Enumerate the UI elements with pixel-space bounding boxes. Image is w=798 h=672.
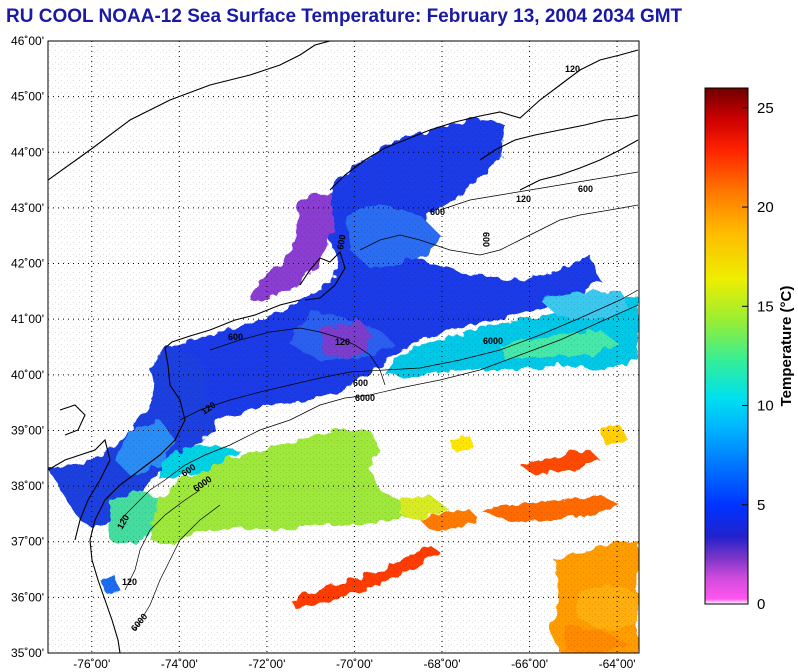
latitude-label: 38˚00' [11, 479, 44, 493]
contour-label: 120 [122, 577, 137, 587]
colorbar-tick-label: 20 [757, 199, 774, 216]
latitude-label: 42˚00' [11, 257, 44, 271]
longitude-labels: -76˚00' -74˚00' -72˚00' -70˚00' -68˚00' -66˚0… [73, 657, 635, 671]
sst-field: 120 600 120 600 600 120 600 600 6000 120… [48, 41, 639, 653]
contour-label: 120 [565, 64, 580, 74]
contour-label: 6000 [355, 393, 375, 403]
latitude-label: 43˚00' [11, 201, 44, 215]
coastline [48, 41, 639, 653]
latitude-label: 41˚00' [11, 312, 44, 326]
colorbar-tick-label: 25 [757, 100, 774, 117]
latitude-label: 36˚00' [11, 590, 44, 604]
latitude-label: 35˚00' [11, 646, 44, 660]
longitude-label: -74˚00' [161, 657, 198, 671]
contour-label: 600 [578, 184, 593, 194]
latitude-label: 40˚00' [11, 368, 44, 382]
graticule [48, 41, 639, 653]
longitude-label: -72˚00' [248, 657, 285, 671]
contour-label: 6000 [483, 336, 503, 346]
colorbar-tick-label: 5 [757, 497, 765, 514]
latitude-label: 44˚00' [11, 145, 44, 159]
colorbar-ramp [704, 87, 749, 605]
longitude-label: -68˚00' [424, 657, 461, 671]
contour-label: 600 [353, 378, 368, 388]
colorbar-tick-label: 15 [757, 298, 774, 315]
contour-label: 600 [228, 332, 243, 342]
latitude-labels: 46˚00' 45˚00' 44˚00' 43˚00' 42˚00' 41˚00' 40˚0… [11, 34, 44, 660]
latitude-label: 37˚00' [11, 535, 44, 549]
contour-label: 600 [481, 232, 491, 247]
map-frame [47, 40, 640, 654]
colorbar-ticks: 0 5 10 15 20 25 [742, 100, 774, 613]
colorbar: 0 5 10 15 20 25 Temperature (°C) [704, 87, 795, 613]
latitude-label: 39˚00' [11, 423, 44, 437]
colorbar-tick-label: 10 [757, 398, 774, 415]
colorbar-tick-label: 0 [757, 596, 765, 613]
bathymetry-contours [119, 171, 639, 631]
longitude-label: -76˚00' [73, 657, 110, 671]
contour-label: 120 [516, 194, 531, 204]
map-title: RU COOL NOAA-12 Sea Surface Temperature:… [6, 6, 683, 27]
longitude-label: -70˚00' [336, 657, 373, 671]
longitude-label: -66˚00' [511, 657, 548, 671]
sst-texture [48, 41, 639, 653]
colorbar-title: Temperature (°C) [778, 286, 795, 407]
latitude-label: 45˚00' [11, 90, 44, 104]
contour-label: 600 [335, 234, 347, 251]
latitude-label: 46˚00' [11, 34, 44, 48]
longitude-label: -64˚00' [599, 657, 636, 671]
contour-label: 120 [335, 337, 350, 347]
contour-label: 600 [430, 207, 445, 217]
